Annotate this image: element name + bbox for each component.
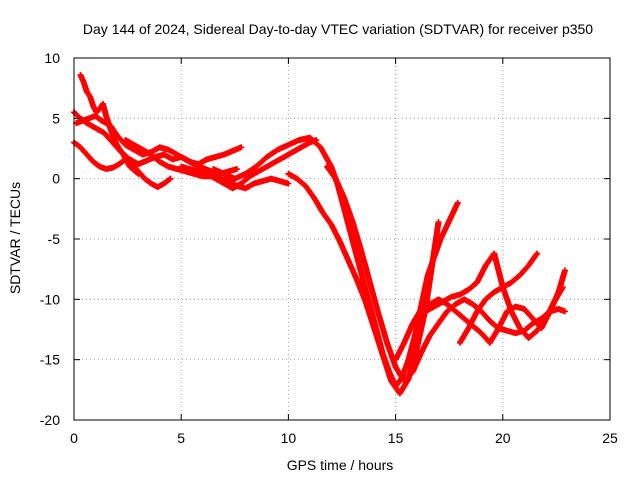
x-tick-label: 0 bbox=[70, 430, 78, 446]
x-tick-label: 20 bbox=[495, 430, 511, 446]
data-series-6 bbox=[178, 137, 320, 192]
y-tick-label: -5 bbox=[48, 231, 61, 247]
data-points bbox=[71, 71, 568, 397]
chart-title: Day 144 of 2024, Sidereal Day-to-day VTE… bbox=[83, 21, 593, 37]
y-tick-label: 10 bbox=[44, 50, 60, 66]
data-points-series-11 bbox=[414, 250, 566, 341]
data-series-12 bbox=[456, 250, 541, 346]
axis-ticks: 0 5 10 15 20 25 -20 -15 -10 -5 0 5 10 bbox=[40, 50, 618, 446]
grid-lines bbox=[74, 58, 610, 420]
data-points-series-6 bbox=[178, 137, 320, 192]
y-tick-label: -10 bbox=[40, 291, 60, 307]
y-tick-label: -15 bbox=[40, 352, 60, 368]
x-tick-label: 25 bbox=[602, 430, 618, 446]
data-series-11 bbox=[414, 250, 566, 341]
y-axis-label: SDTVAR / TECUs bbox=[7, 182, 23, 294]
x-tick-label: 10 bbox=[281, 430, 297, 446]
x-axis-label: GPS time / hours bbox=[287, 457, 394, 473]
x-tick-label: 5 bbox=[177, 430, 185, 446]
y-tick-label: -20 bbox=[40, 412, 60, 428]
data-points-series-12 bbox=[456, 250, 541, 346]
plot-frame bbox=[73, 57, 611, 421]
y-tick-label: 5 bbox=[52, 110, 60, 126]
y-tick-label: 0 bbox=[52, 171, 60, 187]
x-tick-label: 15 bbox=[388, 430, 404, 446]
